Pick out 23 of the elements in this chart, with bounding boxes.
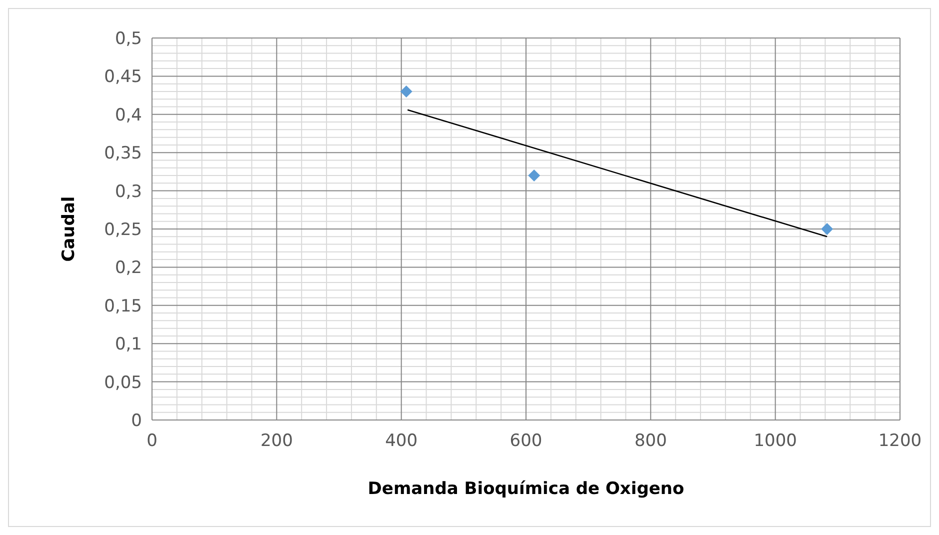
- point: [821, 223, 834, 235]
- y-tick-label: 0,1: [114, 334, 142, 355]
- y-tick-label: 0,05: [104, 372, 142, 393]
- y-tick-label: 0,3: [114, 182, 142, 202]
- y-tick-label: 0,25: [104, 220, 142, 240]
- y-tick-label: 0,35: [104, 144, 142, 164]
- x-tick-label: 800: [634, 431, 667, 451]
- x-tick-label: 400: [385, 431, 418, 451]
- y-axis-title: Caudal: [59, 196, 79, 262]
- x-tick-label: 0: [146, 431, 158, 451]
- x-axis-title: Demanda Bioquímica de Oxigeno: [368, 479, 684, 499]
- y-tick-label: 0,5: [114, 28, 142, 49]
- y-tick-label: 0,15: [104, 296, 142, 316]
- x-tick-label: 600: [510, 431, 542, 451]
- y-tick-label: 0,4: [114, 105, 142, 126]
- y-tick-label: 0,2: [114, 258, 142, 278]
- x-tick-label: 1200: [878, 431, 922, 451]
- x-tick-label: 1000: [754, 431, 797, 451]
- y-tick-label: 0: [131, 410, 142, 431]
- y-tick-label: 0,45: [104, 67, 142, 88]
- point: [400, 85, 412, 98]
- point: [528, 170, 540, 182]
- x-tick-label: 200: [260, 431, 293, 451]
